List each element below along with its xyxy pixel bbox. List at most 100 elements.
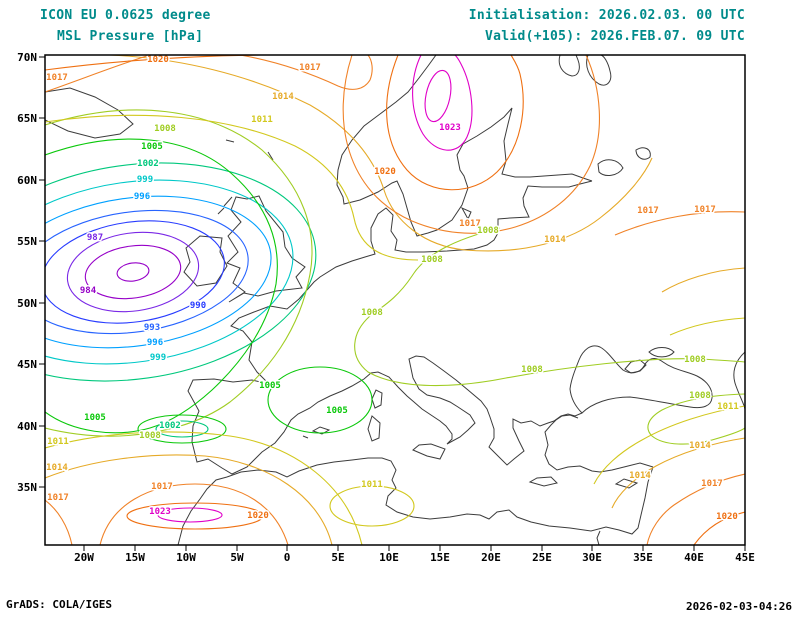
river-nile <box>596 530 601 545</box>
contour-label-999: 999 <box>137 175 153 185</box>
island-sicily <box>412 443 446 460</box>
lat-tick-label: 40N <box>17 420 37 433</box>
isobar-1005 <box>137 414 227 444</box>
coastline-ireland <box>183 235 228 287</box>
isobar-1017 <box>99 483 289 545</box>
lake-onega <box>635 147 651 160</box>
contour-label-1008: 1008 <box>139 431 161 441</box>
lat-tick-label: 35N <box>17 481 37 494</box>
coastline-africa-atlantic <box>177 476 228 545</box>
lat-tick-label: 50N <box>17 297 37 310</box>
isobar-987 <box>66 231 200 313</box>
coastline-anatolia <box>544 414 654 473</box>
coastline-scandinavia <box>336 55 593 237</box>
lon-tick-label: 0 <box>284 551 291 564</box>
contour-label-1005: 1005 <box>326 406 348 416</box>
island-corsica <box>371 389 383 409</box>
coastline-sea-of-azov <box>648 347 675 358</box>
lon-tick-label: 15E <box>430 551 450 564</box>
isobar-1020 <box>693 511 745 545</box>
island-cyprus <box>614 478 639 489</box>
lat-tick-label: 45N <box>17 358 37 371</box>
contour-label-1023: 1023 <box>149 507 171 517</box>
isobar-1023 <box>157 507 223 523</box>
contour-label-1008: 1008 <box>689 391 711 401</box>
isobar-1020 <box>386 55 524 191</box>
isobar-984 <box>84 244 182 300</box>
isobar-1002 <box>45 162 317 382</box>
lon-tick-label: 25E <box>532 551 552 564</box>
contour-label-1020: 1020 <box>374 167 396 177</box>
isobar-1017 <box>646 473 745 545</box>
contour-label-1011: 1011 <box>251 115 273 125</box>
contour-label-987: 987 <box>87 233 103 243</box>
contour-label-1014: 1014 <box>272 92 294 102</box>
contour-label-1008: 1008 <box>684 355 706 365</box>
isobar-1017 <box>614 211 745 236</box>
lake-ladoga <box>597 159 624 176</box>
valid-time: Valid(+105): 2026.FEB.07. 09 UTC <box>484 29 745 44</box>
island-crete <box>528 476 558 487</box>
contour-label-1017: 1017 <box>47 493 69 503</box>
isobar-1008 <box>354 227 745 387</box>
island-sardinia <box>367 415 381 442</box>
contour-label-1005: 1005 <box>259 381 281 391</box>
contour-label-1008: 1008 <box>361 308 383 318</box>
isobar-1011 <box>669 317 745 336</box>
axis-ticks <box>39 56 746 551</box>
contour-label-1011: 1011 <box>47 437 69 447</box>
contour-label-1002: 1002 <box>137 159 159 169</box>
isobar-1005 <box>267 366 373 434</box>
contour-label-1020: 1020 <box>247 511 269 521</box>
lon-tick-label: 20W <box>74 551 94 564</box>
isobar-1017 <box>239 55 373 90</box>
isobar-1023 <box>412 55 473 151</box>
creation-timestamp: 2026-02-03-04:26 <box>686 600 792 613</box>
isobar-1020 <box>126 502 264 530</box>
contour-label-1017: 1017 <box>694 205 716 215</box>
isobar-996 <box>45 195 272 349</box>
contour-label-1008: 1008 <box>477 226 499 236</box>
coastline-caspian <box>733 351 745 410</box>
contour-label-1014: 1014 <box>46 463 68 473</box>
lon-tick-label: 10E <box>379 551 399 564</box>
contour-label-1014: 1014 <box>689 441 711 451</box>
contour-label-996: 996 <box>134 192 150 202</box>
contour-label-999: 999 <box>150 353 166 363</box>
contour-label-1011: 1011 <box>361 480 383 490</box>
coastline-north-europe-baltic <box>306 180 593 291</box>
lon-tick-label: 10W <box>176 551 196 564</box>
coastline-black-sea <box>569 345 713 414</box>
coastline-west-europe <box>187 289 583 475</box>
contour-label-1014: 1014 <box>629 471 651 481</box>
isobar-1008 <box>647 393 745 445</box>
field-title: MSL Pressure [hPa] <box>57 29 204 44</box>
isobar-1002 <box>155 420 209 438</box>
isobar-1017 <box>45 499 73 545</box>
isobar-1014 <box>611 437 745 509</box>
contour-label-1014: 1014 <box>544 235 566 245</box>
map-frame <box>44 54 746 546</box>
contour-label-993: 993 <box>144 323 160 333</box>
coastline-africa-mediterranean <box>226 457 654 535</box>
isobar-1011 <box>329 485 415 527</box>
contour-label-990: 990 <box>190 301 206 311</box>
isobar-1011 <box>593 405 745 485</box>
contour-label-1008: 1008 <box>154 124 176 134</box>
contour-label-1002: 1002 <box>159 421 181 431</box>
isobar-1014 <box>661 267 745 293</box>
contour-label-1017: 1017 <box>151 482 173 492</box>
contour-label-1017: 1017 <box>46 73 68 83</box>
isobar-1005 <box>45 138 278 434</box>
lon-tick-label: 5W <box>230 551 244 564</box>
lon-tick-label: 40E <box>684 551 704 564</box>
contour-label-1005: 1005 <box>84 413 106 423</box>
contour-label-996: 996 <box>147 338 163 348</box>
island-gotland <box>460 206 472 221</box>
contour-label-1020: 1020 <box>147 55 169 65</box>
contour-label-1005: 1005 <box>141 142 163 152</box>
lon-tick-label: 35E <box>633 551 653 564</box>
grads-credit: GrADS: COLA/IGES <box>6 598 112 611</box>
coastlines-layer <box>45 55 745 545</box>
